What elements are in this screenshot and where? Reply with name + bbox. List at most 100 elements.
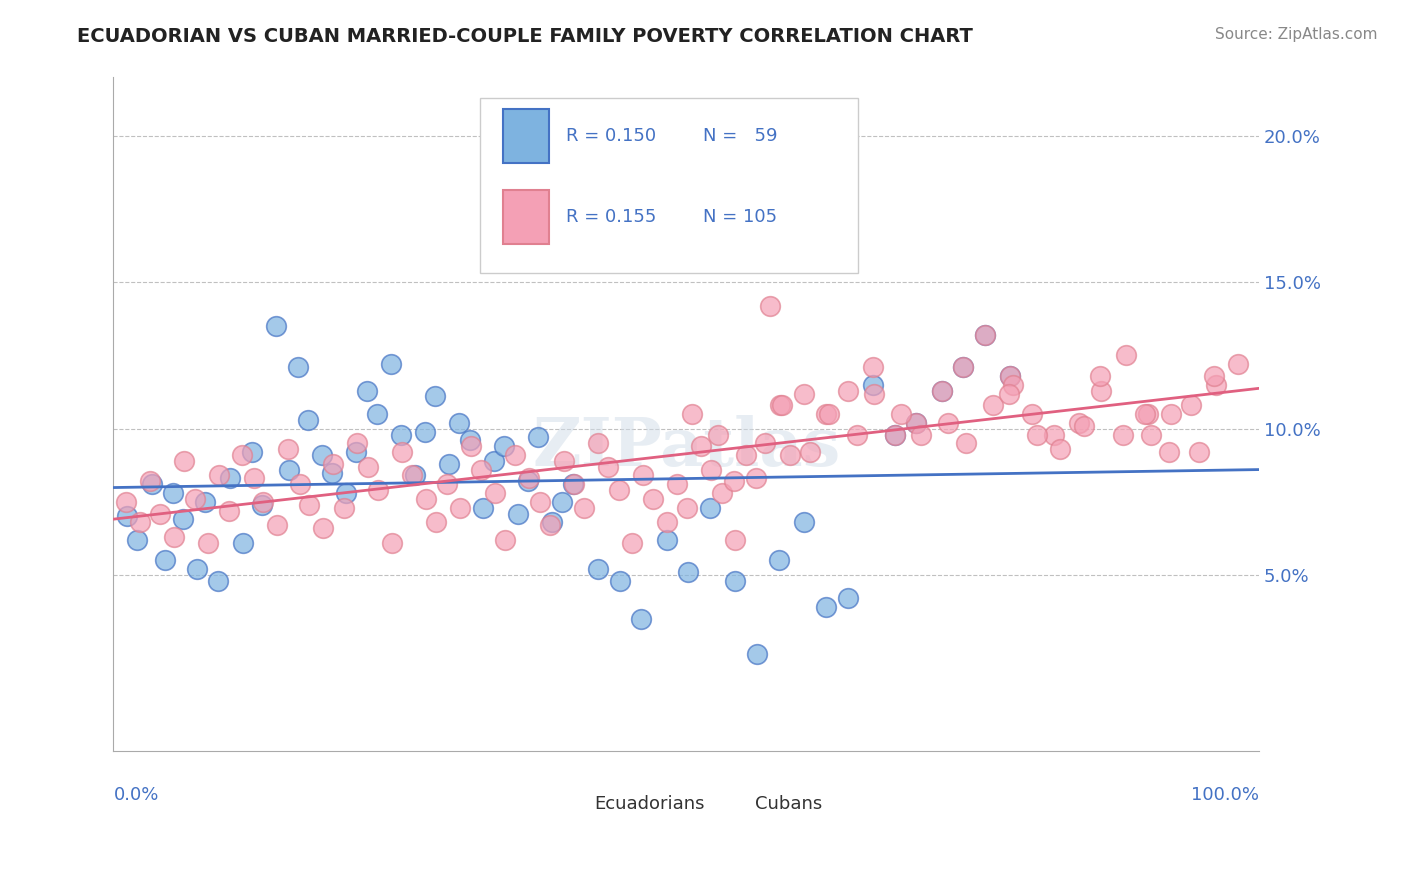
Point [938,416,960,430]
Point [734,448,756,462]
Point [862,377,884,392]
Point [814,600,837,615]
Point [357,459,380,474]
Point [243,471,266,485]
Point [482,454,505,468]
Text: Cubans: Cubans [755,796,823,814]
Point [974,328,997,343]
Point [449,416,471,430]
Point [974,328,997,343]
Point [332,500,354,515]
Point [931,384,953,398]
Point [779,448,801,462]
Point [598,459,620,474]
Point [561,477,583,491]
Text: N = 105: N = 105 [703,208,778,226]
FancyBboxPatch shape [503,109,548,163]
Point [538,518,561,533]
Point [883,427,905,442]
Point [450,500,472,515]
Point [883,427,905,442]
Point [415,491,437,506]
Point [586,562,609,576]
Point [1049,442,1071,457]
Point [541,516,564,530]
Point [952,360,974,375]
Point [1227,357,1250,371]
Point [335,486,357,500]
Point [366,407,388,421]
Point [818,407,841,421]
Point [149,507,172,521]
Point [562,477,585,491]
Point [232,536,254,550]
Point [745,471,768,485]
Point [380,357,402,371]
Point [905,416,928,430]
Point [1000,368,1022,383]
Point [208,468,231,483]
Point [401,468,423,483]
Point [186,562,208,576]
Point [163,530,186,544]
Point [141,477,163,491]
FancyBboxPatch shape [709,784,738,825]
Point [665,477,688,491]
Point [724,533,747,547]
Point [553,454,575,468]
Point [630,612,652,626]
Point [311,448,333,462]
Point [837,591,859,606]
Point [799,445,821,459]
Point [277,462,299,476]
Point [572,500,595,515]
Point [1136,407,1159,421]
Text: R = 0.155: R = 0.155 [565,208,657,226]
Point [391,445,413,459]
Point [998,386,1021,401]
Point [793,516,815,530]
Point [1180,398,1202,412]
Point [1088,368,1111,383]
Point [219,471,242,485]
Point [1090,384,1112,398]
Point [1160,407,1182,421]
Point [389,427,412,442]
Point [494,533,516,547]
Point [115,495,138,509]
Point [197,536,219,550]
Point [115,509,138,524]
FancyBboxPatch shape [479,97,858,273]
Point [747,647,769,661]
Point [1000,368,1022,383]
Point [312,521,335,535]
Point [905,416,928,430]
Point [484,486,506,500]
Point [321,466,343,480]
Point [322,457,344,471]
Point [681,407,703,421]
Point [404,468,426,483]
Text: N =   59: N = 59 [703,128,778,145]
Point [1073,418,1095,433]
Point [287,360,309,375]
Point [1204,368,1226,383]
Point [266,518,288,533]
Text: Source: ZipAtlas.com: Source: ZipAtlas.com [1215,27,1378,42]
Point [678,565,700,579]
Point [1043,427,1066,442]
Point [1188,445,1211,459]
Text: 100.0%: 100.0% [1191,786,1258,804]
Point [437,457,460,471]
Point [676,500,699,515]
Point [162,486,184,500]
Point [505,448,527,462]
Text: Ecuadorians: Ecuadorians [595,796,704,814]
Point [436,477,458,491]
Point [700,462,723,476]
Point [981,398,1004,412]
Point [890,407,912,421]
Point [1001,377,1024,392]
Point [425,516,447,530]
Point [264,319,287,334]
